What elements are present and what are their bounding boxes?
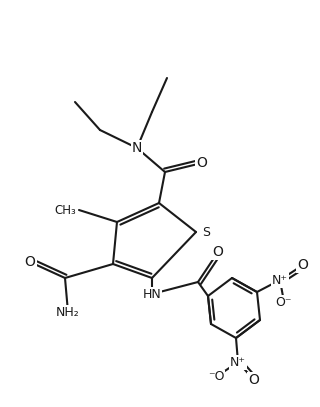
Text: O: O <box>196 156 207 170</box>
Text: N⁺: N⁺ <box>272 274 288 287</box>
Text: O⁻: O⁻ <box>276 295 292 309</box>
Text: O: O <box>25 255 36 269</box>
Text: N⁺: N⁺ <box>230 355 246 368</box>
Text: O: O <box>298 258 308 272</box>
Text: O: O <box>249 373 260 387</box>
Text: N: N <box>132 141 142 155</box>
Text: S: S <box>202 225 210 239</box>
Text: HN: HN <box>143 287 161 300</box>
Text: NH₂: NH₂ <box>56 306 80 319</box>
Text: CH₃: CH₃ <box>54 204 76 217</box>
Text: ⁻O: ⁻O <box>208 370 224 383</box>
Text: O: O <box>212 245 223 259</box>
